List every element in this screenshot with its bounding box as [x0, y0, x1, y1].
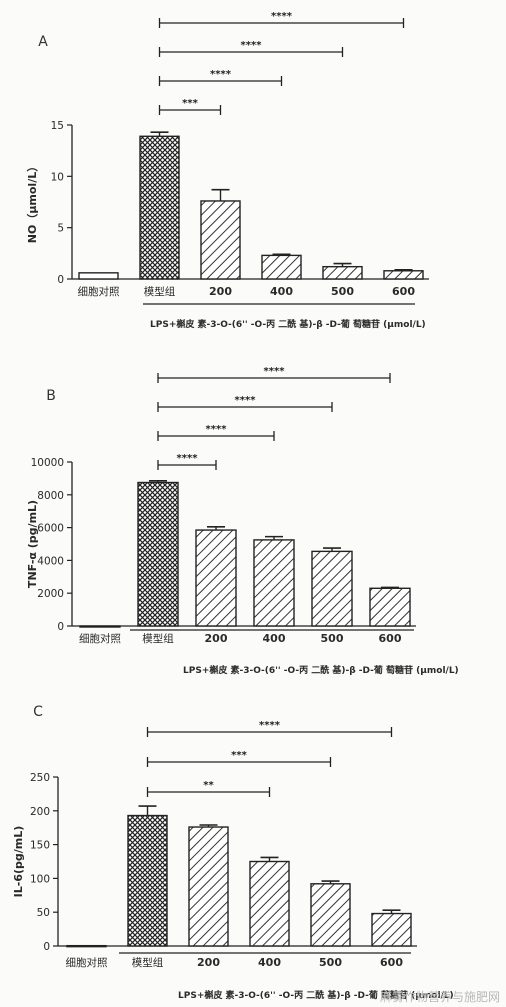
treatment-caption: LPS+槲皮 素-3-O-(6'' -O-丙 二酰 基)-β -D-葡 萄糖苷 …	[178, 989, 454, 1001]
significance-label: ****	[241, 40, 263, 51]
x-tick-label: 模型组	[132, 956, 164, 969]
treatment-caption: LPS+槲皮 素-3-O-(6'' -O-丙 二酰 基)-β -D-葡 萄糖苷 …	[150, 318, 426, 330]
x-tick-label: 500	[321, 632, 344, 645]
bar	[371, 912, 412, 947]
bar	[195, 529, 237, 627]
bar	[137, 481, 179, 627]
y-tick-label: 50	[37, 907, 50, 919]
x-tick-label: 模型组	[144, 285, 176, 298]
significance-label: ****	[206, 424, 228, 435]
bar	[127, 814, 168, 947]
significance-label: ****	[235, 395, 257, 406]
panel-letter: B	[46, 388, 56, 404]
panel-letter: A	[38, 34, 48, 50]
y-tick-label: 2000	[37, 588, 64, 600]
panel-c: C 0 50 100 150 200 250 IL-6(pg/mL) 细胞对照 模型组 200 400…	[12, 704, 454, 1001]
y-tick-label: 0	[57, 621, 64, 633]
bar	[188, 826, 229, 947]
significance-label: ****	[271, 11, 293, 22]
panel-b: B 0 2000 4000 6000 8000 10000 TNF-α (pg/mL) 细胞对照…	[26, 366, 459, 676]
x-tick-label: 200	[205, 632, 228, 645]
panel-letter: C	[33, 704, 43, 720]
y-tick-label: 5	[57, 223, 64, 235]
bar	[79, 625, 121, 628]
watermark: 麻雾作物营养与施肥网	[379, 990, 500, 1004]
bar	[369, 587, 411, 627]
significance-label: **	[203, 780, 214, 791]
y-tick-label: 10000	[31, 457, 64, 469]
x-tick-label: 600	[380, 956, 403, 969]
bar	[78, 272, 119, 280]
bar	[249, 860, 290, 947]
significance-label: ***	[231, 750, 247, 761]
x-tick-label: 500	[331, 285, 354, 298]
bar	[311, 550, 353, 627]
bar	[253, 539, 295, 627]
significance-label: ****	[259, 720, 281, 731]
y-tick-label: 0	[43, 941, 50, 953]
x-tick-label: 模型组	[142, 632, 174, 645]
significance-label: ****	[210, 69, 232, 80]
y-tick-label: 250	[30, 772, 50, 784]
x-tick-label: 200	[209, 285, 232, 298]
significance-label: ****	[177, 453, 199, 464]
y-tick-label: 8000	[37, 490, 64, 502]
x-tick-label: 400	[258, 956, 281, 969]
x-tick-label: 细胞对照	[66, 956, 108, 969]
y-tick-label: 0	[57, 274, 64, 286]
x-tick-label: 500	[319, 956, 342, 969]
treatment-caption: LPS+槲皮 素-3-O-(6'' -O-丙 二酰 基)-β -D-葡 萄糖苷 …	[183, 664, 459, 676]
x-tick-label: 细胞对照	[79, 632, 121, 645]
y-tick-label: 15	[51, 120, 64, 132]
y-tick-label: 6000	[37, 523, 64, 535]
bar	[383, 270, 424, 280]
y-axis-title: NO（μmol/L）	[26, 161, 39, 243]
bar	[66, 944, 107, 948]
panel-a: A 0 5 10 15 NO（μmol/L） 细胞对照 模型组 200 400 500 600 LPS+…	[26, 11, 429, 330]
x-tick-label: 400	[263, 632, 286, 645]
y-axis-title: TNF-α (pg/mL)	[26, 500, 39, 588]
y-axis-title: IL-6(pg/mL)	[12, 826, 25, 898]
bar	[200, 200, 241, 280]
x-tick-label: 细胞对照	[78, 285, 120, 298]
bar	[310, 883, 351, 947]
bar	[139, 135, 180, 280]
x-tick-label: 600	[392, 285, 415, 298]
bar	[322, 265, 363, 280]
y-tick-label: 200	[30, 806, 50, 818]
y-tick-label: 10	[51, 171, 64, 183]
y-tick-label: 150	[30, 840, 50, 852]
x-tick-label: 600	[379, 632, 402, 645]
y-tick-label: 100	[30, 873, 50, 885]
y-tick-label: 4000	[37, 555, 64, 567]
significance-label: ****	[264, 366, 286, 377]
significance-label: ***	[182, 98, 198, 109]
bar	[261, 254, 302, 280]
x-tick-label: 400	[270, 285, 293, 298]
x-tick-label: 200	[197, 956, 220, 969]
